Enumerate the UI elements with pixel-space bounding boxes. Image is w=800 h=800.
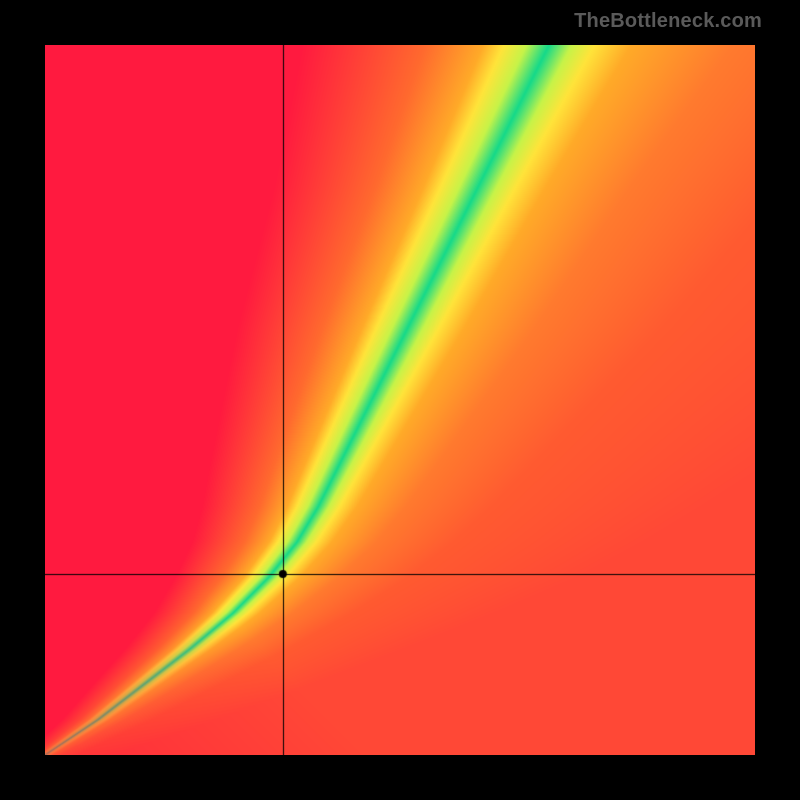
heatmap-plot xyxy=(45,45,755,755)
heatmap-canvas xyxy=(45,45,755,755)
chart-frame: TheBottleneck.com xyxy=(0,0,800,800)
watermark-text: TheBottleneck.com xyxy=(574,10,762,33)
